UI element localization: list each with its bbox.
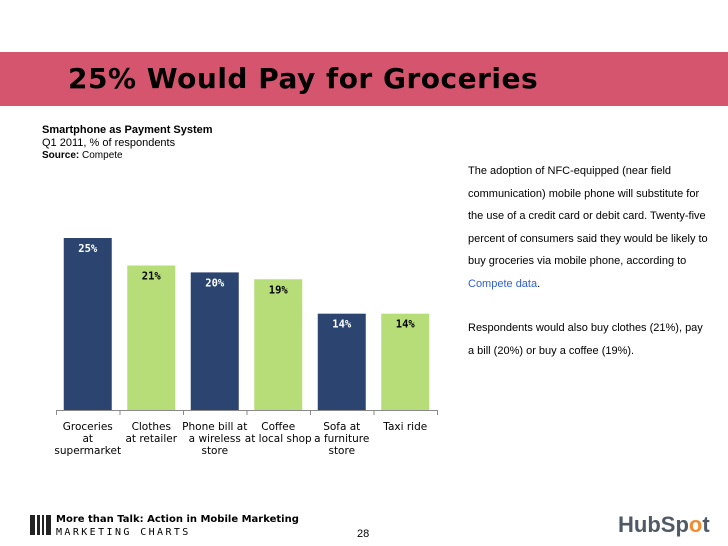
category-label: at retailer	[125, 433, 177, 445]
source-value: Compete	[82, 150, 123, 161]
chart-source: Source: Compete	[42, 150, 123, 161]
hubspot-logo-part: t	[702, 512, 710, 537]
bar	[127, 265, 176, 410]
footer-brand: MARKETING CHARTS	[56, 527, 191, 538]
compete-data-link[interactable]: Compete data	[468, 277, 538, 290]
page-title: 25% Would Pay for Groceries	[68, 62, 539, 95]
source-label: Source:	[42, 150, 80, 161]
category-label: a wireless	[189, 433, 241, 445]
bar	[63, 238, 112, 410]
chart-period: Q1 2011, % of respondents	[42, 137, 176, 149]
category-label: at	[82, 433, 93, 445]
category-label: store	[328, 445, 355, 457]
category-label: Taxi ride	[382, 421, 427, 433]
category-label: a furniture	[314, 433, 369, 445]
description: The adoption of NFC-equipped (near field…	[468, 160, 708, 362]
hubspot-logo-accent: o	[688, 512, 703, 537]
description-paragraph-2: Respondents would also buy clothes (21%)…	[468, 322, 703, 357]
data-label: 21%	[142, 271, 162, 283]
hubspot-logo-part: HubSp	[618, 512, 689, 537]
category-label: Clothes	[132, 421, 171, 433]
category-label: supermarket	[54, 445, 121, 457]
chart-subtitle: Smartphone as Payment System	[42, 124, 213, 136]
page-number: 28	[357, 528, 370, 540]
description-text: The adoption of NFC-equipped (near field…	[468, 165, 708, 267]
bar	[190, 272, 239, 410]
description-period: .	[537, 277, 541, 290]
category-label: at local shop	[245, 433, 312, 445]
data-label: 19%	[269, 284, 289, 296]
category-label: Sofa at	[323, 421, 360, 433]
category-label: Groceries	[63, 421, 113, 433]
data-label: 14%	[332, 319, 352, 331]
marketing-charts-logo-icon	[30, 515, 51, 535]
bar	[317, 313, 366, 410]
data-label: 25%	[78, 243, 98, 255]
data-label: 14%	[396, 319, 416, 331]
description-paragraph-1: The adoption of NFC-equipped (near field…	[468, 160, 708, 295]
title-band	[0, 52, 728, 106]
bar	[254, 279, 303, 410]
bar	[381, 313, 430, 410]
data-label: 20%	[205, 277, 225, 289]
hubspot-logo: HubSpot	[618, 512, 710, 538]
category-label: store	[201, 445, 228, 457]
category-label: Coffee	[261, 421, 295, 433]
footer-text: More than Talk: Action in Mobile Marketi…	[56, 514, 299, 525]
category-label: Phone bill at	[182, 421, 247, 433]
